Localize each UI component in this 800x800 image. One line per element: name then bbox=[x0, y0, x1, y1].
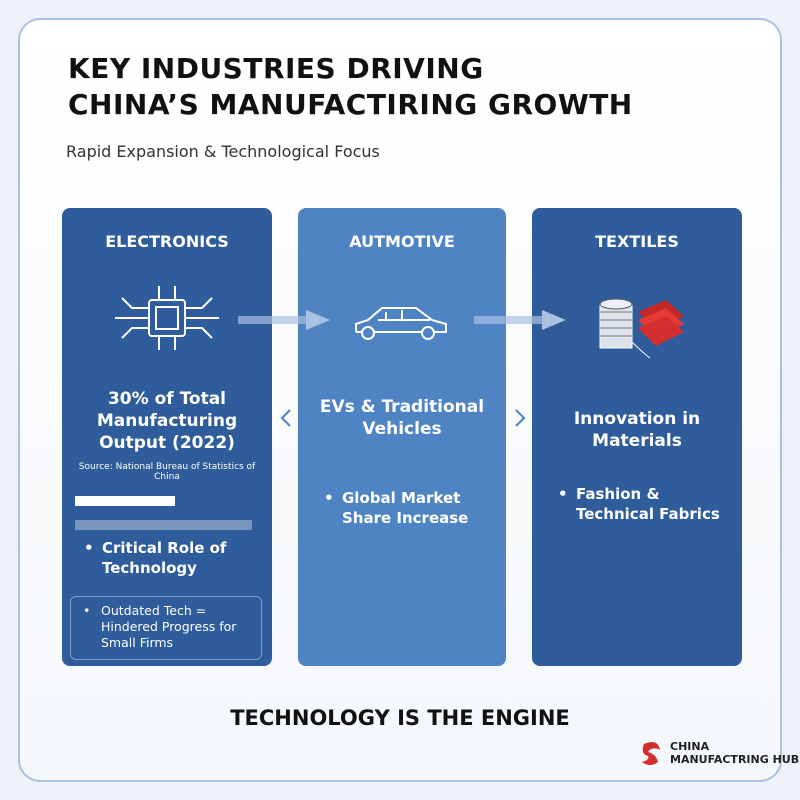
title-line: CHINA’S MANUFACTIRING GROWTH bbox=[68, 88, 633, 121]
card: ELECTRONICS 30% of Total Manufacturing O… bbox=[62, 208, 272, 666]
logo-text: CHINA MANUFACTRING HUB bbox=[670, 740, 799, 766]
card-title: AUTMOTIVE bbox=[349, 232, 455, 251]
card: TEXTILES Innovation in Materials Fashion… bbox=[532, 208, 742, 666]
bullet: Global Market Share Increase bbox=[322, 488, 492, 528]
footer: TECHNOLOGY IS THE ENGINE bbox=[230, 706, 570, 730]
logo-line: MANUFACTRING HUB bbox=[670, 753, 800, 766]
card-title: TEXTILES bbox=[595, 232, 679, 251]
bullet: Fashion & Technical Fabrics bbox=[556, 484, 728, 524]
logo-icon bbox=[642, 742, 660, 765]
chip-icon bbox=[115, 286, 219, 350]
title-line: KEY INDUSTRIES DRIVING bbox=[68, 52, 484, 85]
bullet: Critical Role of Technology bbox=[82, 538, 258, 578]
headline: 30% of Total Manufacturing Output (2022) bbox=[96, 389, 238, 453]
source: Source: National Bureau of Statistics of… bbox=[78, 462, 256, 482]
card-title: ELECTRONICS bbox=[105, 232, 229, 251]
headline: Innovation in Materials bbox=[573, 409, 701, 451]
car-icon bbox=[355, 307, 447, 340]
headline: EVs & Traditional Vehicles bbox=[319, 397, 485, 439]
bar bbox=[75, 520, 252, 530]
card: AUTMOTIVE EVs & Traditional Vehicles Glo… bbox=[298, 208, 506, 666]
logo-line: CHINA bbox=[670, 740, 710, 753]
textile-icon bbox=[599, 298, 684, 359]
subtitle: Rapid Expansion & Technological Focus bbox=[66, 142, 380, 161]
bar bbox=[75, 496, 175, 506]
note: Outdated Tech = Hindered Progress for Sm… bbox=[70, 596, 262, 660]
